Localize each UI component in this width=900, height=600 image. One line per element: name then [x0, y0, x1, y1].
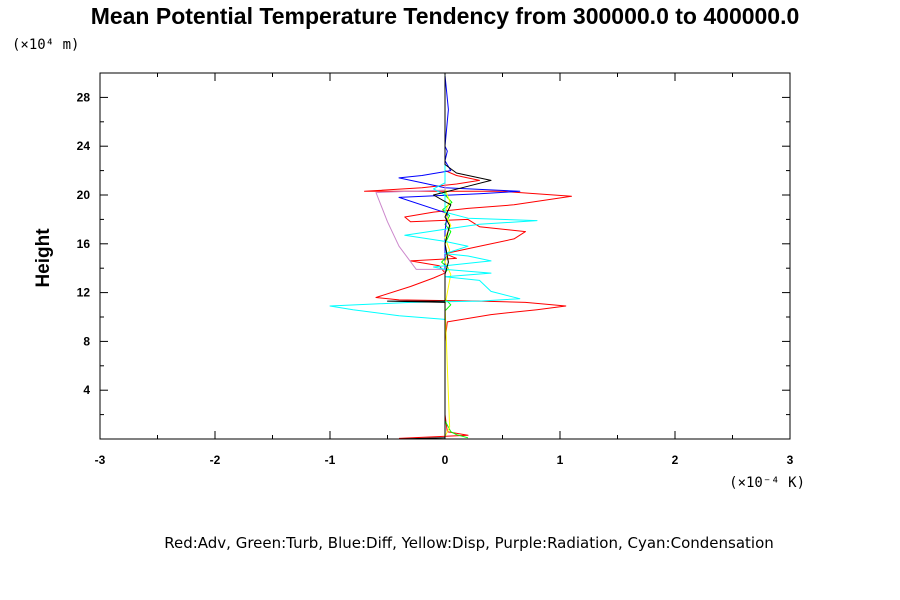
series-line — [444, 146, 452, 437]
x-tick-label: -2 — [210, 453, 221, 467]
series-line — [329, 75, 538, 438]
y-tick-label: 28 — [77, 90, 91, 104]
series-line — [441, 75, 469, 439]
x-tick-label: 1 — [557, 453, 564, 467]
x-tick-label: -1 — [325, 453, 336, 467]
x-tick-label: -3 — [95, 453, 106, 467]
legend-text: Red:Adv, Green:Turb, Blue:Diff, Yellow:D… — [164, 534, 774, 552]
y-tick-label: 16 — [77, 237, 91, 251]
series-line — [398, 75, 521, 438]
y-tick-label: 4 — [83, 383, 90, 397]
y-axis-label: Height — [33, 228, 54, 288]
chart-title: Mean Potential Temperature Tendency from… — [91, 3, 800, 29]
y-tick-label: 24 — [77, 139, 91, 153]
series-line — [375, 170, 446, 438]
y-tick-label: 20 — [77, 188, 91, 202]
series-lines — [329, 75, 572, 440]
x-tick-label: 2 — [672, 453, 679, 467]
y-axis-unit: (×10⁴ m) — [12, 37, 79, 53]
x-axis-unit: (×10⁻⁴ K) — [729, 475, 805, 491]
series-line — [387, 75, 492, 440]
x-tick-label: 0 — [442, 453, 449, 467]
y-tick-label: 8 — [83, 334, 90, 348]
x-tick-label: 3 — [787, 453, 794, 467]
series-line — [364, 75, 572, 439]
y-tick-label: 12 — [77, 286, 91, 300]
